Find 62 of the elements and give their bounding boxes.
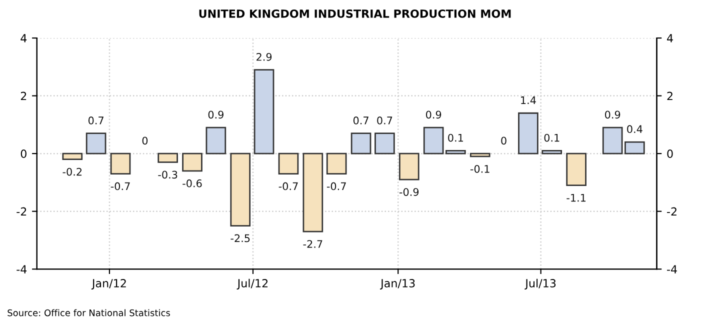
y2-tick-label: 2 [667,92,672,100]
y2-tick-label: 0 [667,150,673,158]
x-tick-label: Jul/12 [236,278,268,290]
bar [302,152,324,232]
data-label: 0.9 [604,110,620,119]
bar [62,152,83,160]
data-label: 0.4 [627,125,642,134]
data-label: -0.1 [470,164,490,173]
data-label: 2.9 [256,52,272,61]
bar [350,132,372,154]
bar [566,152,586,186]
data-label: -0.9 [399,188,419,196]
bar [602,126,623,154]
y2-tick-label: 4 [667,34,673,42]
bar [278,152,299,174]
bar [158,152,178,163]
bar [446,150,466,154]
x-tick-label: Jul/13 [524,278,556,290]
bar [624,141,645,154]
data-label: 0.7 [88,116,104,124]
source-note: Source: Office for National Statistics [8,309,170,316]
data-label: 1.4 [521,96,536,104]
data-label: 0.1 [448,134,463,142]
data-label: -0.6 [182,179,202,188]
data-label: -0.2 [62,168,82,176]
bar [470,152,490,158]
bar [230,152,251,226]
bar [398,152,420,180]
data-label: -2.5 [230,234,250,242]
y-tick-label: 2 [20,92,26,100]
bar [326,152,347,174]
data-label: 0 [501,136,506,145]
data-label: 0.9 [208,110,224,119]
bar [182,152,202,172]
bar [110,152,131,174]
data-label: -0.3 [158,170,178,179]
data-label: 0.1 [544,134,560,142]
data-label: 0.9 [426,110,442,119]
data-label: 0 [142,136,148,145]
bar [423,126,444,154]
data-label: -0.7 [278,182,298,190]
y2-tick-label: -2 [667,207,676,216]
y-tick-label: -2 [16,207,26,216]
x-tick-label: Jan/12 [91,279,126,290]
data-label: -2.7 [303,240,322,248]
y-tick-label: 0 [20,150,26,158]
y-tick-label: -4 [16,265,27,274]
y-tick-label: 4 [20,34,27,42]
bar [254,69,274,154]
data-label: 0.7 [377,116,392,124]
bar [206,126,226,154]
y2-tick-label: -4 [667,265,677,274]
chart-title: UNITED KINGDOM INDUSTRIAL PRODUCTION MOM [199,9,511,18]
bar [518,112,538,154]
data-label: -0.7 [110,182,130,190]
x-tick-label: Jan/13 [380,279,415,290]
bar [86,132,106,154]
data-label: 0.7 [353,116,368,124]
data-label: -1.1 [566,194,586,202]
data-label: -0.7 [326,182,346,190]
bar [542,150,562,154]
bar [374,132,395,154]
